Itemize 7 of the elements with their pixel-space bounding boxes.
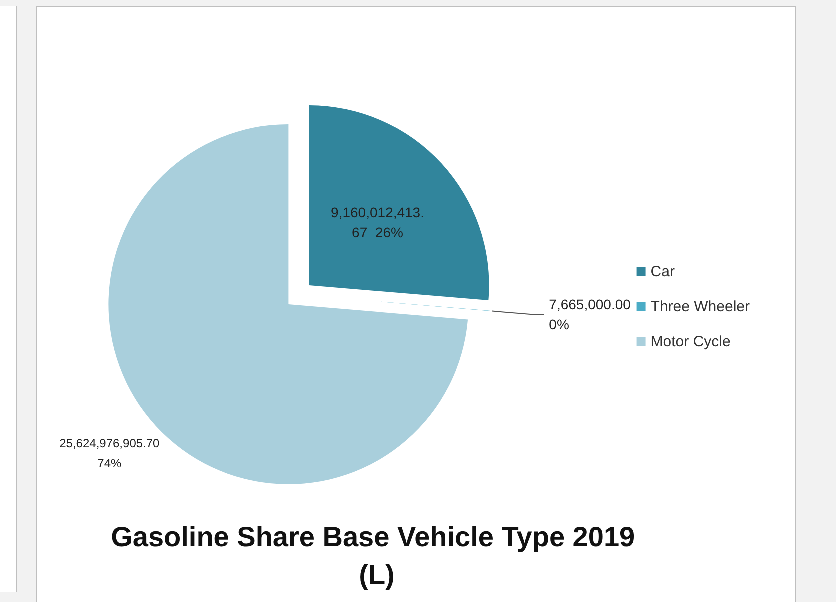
data-label: 7,665,000.00 0%	[549, 296, 632, 333]
data-label: 25,624,976,905.70 74%	[60, 436, 160, 470]
legend-label: Motor Cycle	[650, 334, 731, 350]
legend-label: Car	[650, 264, 675, 280]
text: Gasoline Share Base Vehicle Type 2019 (L)	[111, 522, 643, 590]
legend-label: Three Wheeler	[650, 298, 750, 316]
data-label: 9,160,012,413.67 26%	[331, 204, 424, 241]
